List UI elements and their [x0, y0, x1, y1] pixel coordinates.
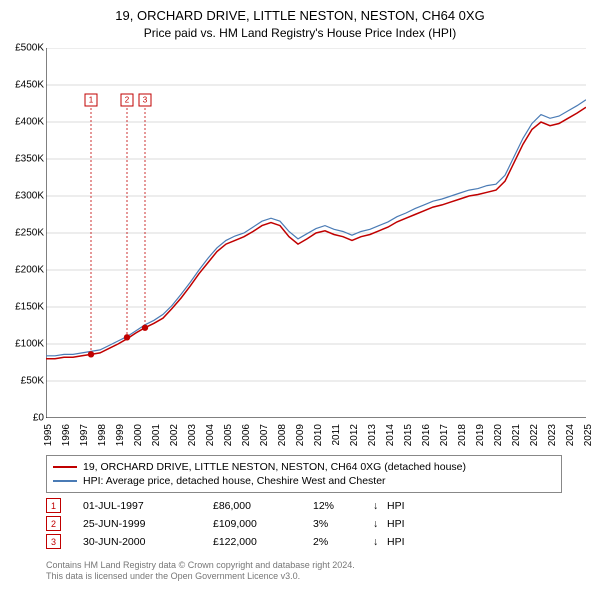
y-tick-label: £500K	[2, 43, 44, 54]
x-tick-label: 2013	[367, 424, 378, 446]
x-tick-label: 2023	[547, 424, 558, 446]
down-arrow-icon: ↓	[373, 536, 387, 548]
x-tick-label: 2018	[457, 424, 468, 446]
sale-marker-badge: 3	[139, 94, 152, 107]
x-tick-label: 2012	[349, 424, 360, 446]
y-tick-label: £50K	[2, 376, 44, 387]
x-tick-label: 2006	[241, 424, 252, 446]
chart-subtitle: Price paid vs. HM Land Registry's House …	[0, 26, 600, 40]
x-tick-label: 2010	[313, 424, 324, 446]
y-tick-label: £150K	[2, 302, 44, 313]
sale-row-vs: HPI	[387, 518, 405, 530]
legend-swatch	[53, 480, 77, 482]
x-tick-label: 2017	[439, 424, 450, 446]
x-tick-label: 2007	[259, 424, 270, 446]
legend-label: 19, ORCHARD DRIVE, LITTLE NESTON, NESTON…	[83, 461, 466, 473]
sale-row-date: 30-JUN-2000	[83, 536, 213, 548]
sale-row-date: 01-JUL-1997	[83, 500, 213, 512]
chart-title: 19, ORCHARD DRIVE, LITTLE NESTON, NESTON…	[0, 8, 600, 23]
x-tick-label: 2001	[151, 424, 162, 446]
x-tick-label: 2019	[475, 424, 486, 446]
sale-row-date: 25-JUN-1999	[83, 518, 213, 530]
sale-marker-badge: 1	[85, 94, 98, 107]
sale-row-vs: HPI	[387, 536, 405, 548]
x-tick-label: 1996	[61, 424, 72, 446]
x-tick-label: 2002	[169, 424, 180, 446]
x-tick-label: 2015	[403, 424, 414, 446]
sale-row: 1 01-JUL-1997£86,00012%↓HPI	[46, 498, 405, 513]
y-tick-label: £0	[2, 413, 44, 424]
x-tick-label: 2025	[583, 424, 594, 446]
y-tick-label: £100K	[2, 339, 44, 350]
sale-row-pct: 2%	[313, 536, 373, 548]
x-tick-label: 2016	[421, 424, 432, 446]
sale-row-badge: 1	[46, 498, 61, 513]
down-arrow-icon: ↓	[373, 500, 387, 512]
y-tick-label: £300K	[2, 191, 44, 202]
sale-row-price: £109,000	[213, 518, 313, 530]
sale-row: 2 25-JUN-1999£109,0003%↓HPI	[46, 516, 405, 531]
x-tick-label: 2021	[511, 424, 522, 446]
sale-row-price: £86,000	[213, 500, 313, 512]
x-tick-label: 2005	[223, 424, 234, 446]
x-tick-label: 2024	[565, 424, 576, 446]
x-tick-label: 2004	[205, 424, 216, 446]
x-tick-label: 1995	[43, 424, 54, 446]
x-tick-label: 2020	[493, 424, 504, 446]
attribution-footer: Contains HM Land Registry data © Crown c…	[46, 560, 355, 583]
footer-line-2: This data is licensed under the Open Gov…	[46, 571, 355, 582]
x-tick-label: 1999	[115, 424, 126, 446]
x-tick-label: 2014	[385, 424, 396, 446]
legend-row: HPI: Average price, detached house, Ches…	[53, 474, 555, 488]
x-tick-label: 2022	[529, 424, 540, 446]
legend-swatch	[53, 466, 77, 468]
sale-row-pct: 3%	[313, 518, 373, 530]
y-tick-label: £400K	[2, 117, 44, 128]
footer-line-1: Contains HM Land Registry data © Crown c…	[46, 560, 355, 571]
down-arrow-icon: ↓	[373, 518, 387, 530]
x-tick-label: 2008	[277, 424, 288, 446]
legend-box: 19, ORCHARD DRIVE, LITTLE NESTON, NESTON…	[46, 455, 562, 493]
sale-row-badge: 2	[46, 516, 61, 531]
x-tick-label: 2000	[133, 424, 144, 446]
sale-marker-badge: 2	[121, 94, 134, 107]
x-tick-label: 2011	[331, 424, 342, 446]
y-tick-label: £450K	[2, 80, 44, 91]
y-tick-label: £200K	[2, 265, 44, 276]
x-tick-label: 2003	[187, 424, 198, 446]
x-tick-label: 1998	[97, 424, 108, 446]
sale-row-pct: 12%	[313, 500, 373, 512]
sale-row-badge: 3	[46, 534, 61, 549]
y-tick-label: £250K	[2, 228, 44, 239]
sale-row-price: £122,000	[213, 536, 313, 548]
sale-row: 3 30-JUN-2000£122,0002%↓HPI	[46, 534, 405, 549]
x-tick-label: 1997	[79, 424, 90, 446]
legend-label: HPI: Average price, detached house, Ches…	[83, 475, 386, 487]
sale-row-vs: HPI	[387, 500, 405, 512]
chart-container: 19, ORCHARD DRIVE, LITTLE NESTON, NESTON…	[0, 0, 600, 590]
x-tick-label: 2009	[295, 424, 306, 446]
y-tick-label: £350K	[2, 154, 44, 165]
legend-row: 19, ORCHARD DRIVE, LITTLE NESTON, NESTON…	[53, 460, 555, 474]
